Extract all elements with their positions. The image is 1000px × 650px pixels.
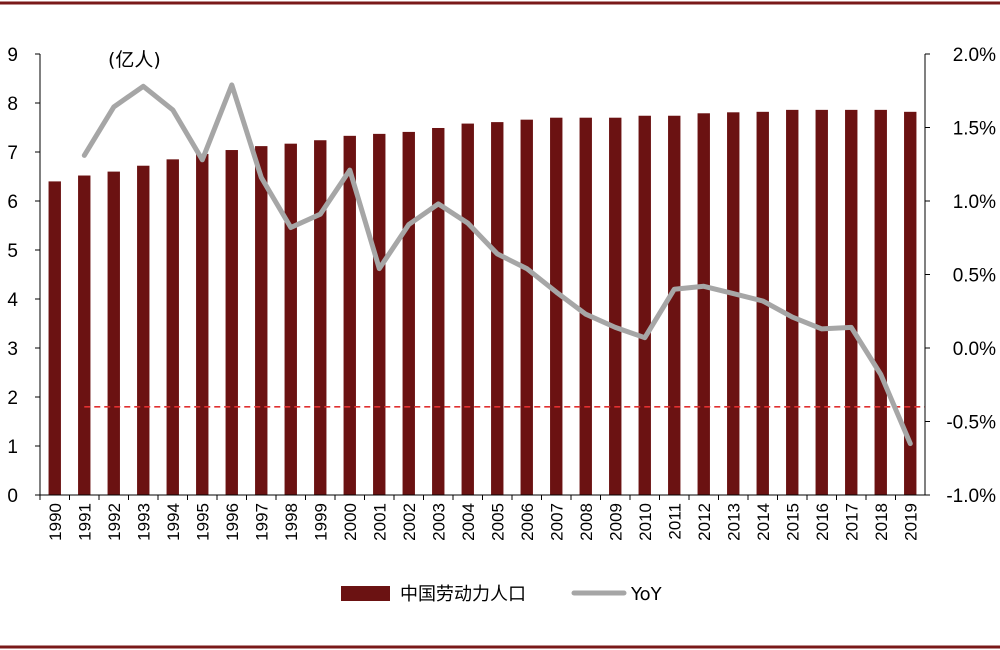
- left-tick-label: 8: [7, 94, 18, 115]
- bar-1992: [107, 171, 120, 495]
- right-tick-label: -1.0%: [946, 486, 996, 507]
- left-tick-label: 9: [7, 45, 18, 66]
- bar-2010: [638, 115, 651, 496]
- bar-1997: [255, 146, 268, 495]
- x-tick-label-2007: 2007: [547, 503, 566, 541]
- right-tick-label: 1.0%: [953, 192, 996, 213]
- bar-1998: [284, 143, 297, 496]
- legend-bar-label: 中国劳动力人口: [400, 584, 526, 605]
- x-tick-label-2016: 2016: [813, 503, 832, 541]
- x-tick-label-2017: 2017: [842, 503, 861, 541]
- x-tick-label-2000: 2000: [341, 503, 360, 541]
- x-tick-label-2008: 2008: [577, 503, 596, 541]
- bar-2012: [697, 113, 710, 495]
- x-tick-label-2015: 2015: [783, 503, 802, 541]
- legend: 中国劳动力人口 YoY: [341, 584, 663, 605]
- x-tick-label-1992: 1992: [105, 503, 124, 541]
- x-tick-label-1990: 1990: [46, 503, 65, 541]
- x-tick-label-1994: 1994: [164, 503, 183, 541]
- bar-2004: [461, 123, 474, 495]
- left-axis-ticks: 0 1 2 3 4 5 6 7 8 9: [7, 45, 40, 507]
- x-tick-label-2004: 2004: [459, 503, 478, 541]
- x-tick-label-2006: 2006: [518, 503, 537, 541]
- left-tick-label: 5: [7, 241, 18, 262]
- bar-2011: [668, 115, 681, 496]
- bar-2002: [402, 131, 415, 495]
- right-tick-label: 0.5%: [953, 266, 996, 287]
- x-tick-label-1999: 1999: [311, 503, 330, 541]
- bar-2009: [609, 117, 622, 495]
- x-tick-label-2009: 2009: [606, 503, 625, 541]
- bar-2005: [491, 122, 504, 496]
- bar-2018: [874, 109, 887, 496]
- bar-2001: [373, 133, 386, 495]
- x-axis-ticks: 1990 1991 1992 1993 1994 1995 1996 1997 1998 1999…: [39, 495, 920, 541]
- right-tick-label: 0.0%: [953, 339, 996, 360]
- x-tick-label-2003: 2003: [429, 503, 448, 541]
- bar-1996: [225, 150, 238, 496]
- x-tick-label-2011: 2011: [665, 503, 684, 540]
- right-tick-label: -0.5%: [946, 413, 996, 434]
- left-tick-label: 4: [7, 290, 18, 311]
- bar-1991: [78, 175, 91, 495]
- x-tick-label-1998: 1998: [282, 503, 301, 541]
- left-tick-label: 6: [7, 192, 18, 213]
- legend-bar-swatch: [341, 586, 390, 601]
- left-axis-unit: (亿人): [108, 49, 161, 71]
- right-tick-label: 1.5%: [953, 119, 996, 140]
- bar-1993: [137, 165, 150, 495]
- left-tick-label: 7: [7, 143, 18, 164]
- x-tick-label-2018: 2018: [872, 503, 891, 541]
- yoy-line: [81, 82, 913, 447]
- x-tick-label-2010: 2010: [636, 503, 655, 541]
- right-tick-label: 2.0%: [953, 45, 996, 66]
- bar-2000: [343, 135, 356, 495]
- bar-2013: [727, 112, 740, 495]
- bar-2017: [845, 109, 858, 496]
- bar-series: [48, 109, 917, 496]
- bar-2019: [904, 111, 917, 495]
- bar-2003: [432, 127, 445, 496]
- x-tick-label-1997: 1997: [252, 503, 271, 541]
- left-tick-label: 1: [7, 437, 18, 458]
- bar-2007: [550, 117, 563, 495]
- x-tick-label-1996: 1996: [223, 503, 242, 541]
- bar-2015: [786, 109, 799, 496]
- left-tick-label: 3: [7, 339, 18, 360]
- bar-2016: [815, 109, 828, 496]
- x-tick-label-2013: 2013: [724, 503, 743, 541]
- x-tick-label-2005: 2005: [488, 503, 507, 541]
- x-tick-label-2001: 2001: [370, 503, 389, 541]
- left-tick-label: 2: [7, 388, 18, 409]
- bar-2006: [520, 119, 533, 495]
- legend-line-label: YoY: [630, 584, 663, 605]
- x-tick-label-2019: 2019: [901, 503, 920, 541]
- x-tick-label-2002: 2002: [400, 503, 419, 541]
- bar-2008: [579, 117, 592, 495]
- x-tick-label-2014: 2014: [754, 503, 773, 541]
- right-axis-ticks: -1.0% -0.5% 0.0% 0.5% 1.0% 1.5% 2.0%: [925, 45, 996, 507]
- left-tick-label: 0: [7, 486, 18, 507]
- x-tick-label-1991: 1991: [75, 503, 94, 541]
- bar-1999: [314, 140, 327, 496]
- x-tick-label-1993: 1993: [134, 503, 153, 541]
- x-tick-label-1995: 1995: [193, 503, 212, 541]
- bar-1990: [48, 181, 61, 495]
- bar-1995: [196, 153, 209, 495]
- x-tick-label-2012: 2012: [695, 503, 714, 541]
- bar-1994: [166, 159, 179, 495]
